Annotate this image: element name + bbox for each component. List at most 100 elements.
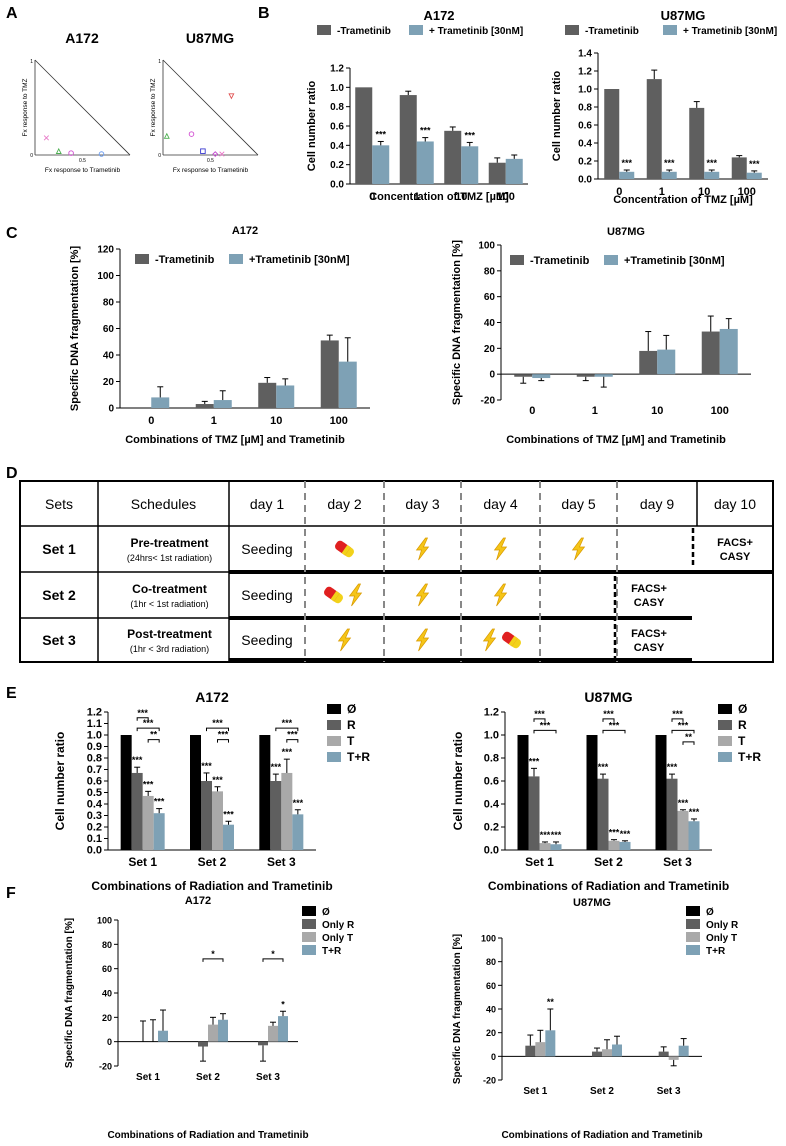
x-axis-label: Combinations of Radiation and Trametinib — [501, 1130, 702, 1141]
legend-label: T — [347, 734, 355, 748]
y-tick-label: 0.6 — [330, 122, 344, 133]
y-tick-label: 0.4 — [330, 141, 344, 152]
set-label: Set 1 — [42, 541, 76, 557]
x-tick-label: 10 — [651, 405, 663, 417]
x-tick-label: 1 — [592, 405, 598, 417]
y-tick-label: 0.6 — [484, 776, 499, 788]
bar-t-r-set-3 — [678, 1045, 689, 1057]
y-axis-label: Specific DNA fragmentation [%] — [452, 934, 463, 1084]
legend-swatch — [135, 254, 149, 264]
bar-trametinib-30nm-100 — [338, 361, 357, 408]
significance-bracket — [136, 727, 160, 732]
bracket-label: *** — [287, 730, 298, 740]
bar-t-r-set-2 — [612, 1044, 622, 1057]
seeding-label: Seeding — [241, 587, 292, 603]
lightning-icon — [348, 583, 363, 607]
y-tick-label: 0.2 — [330, 160, 344, 171]
bracket-label: ** — [685, 732, 693, 742]
bar-trametinib-100 — [731, 157, 747, 179]
panel-letter-e: E — [6, 685, 17, 702]
pill-icon — [502, 631, 521, 649]
significance-bracket — [602, 718, 615, 722]
significance-label: *** — [598, 762, 609, 772]
isobologram-tick-one: 1 — [30, 59, 33, 65]
bar-trametinib-100 — [701, 331, 720, 375]
data-point-marker — [163, 132, 170, 139]
legend-label: Ø — [738, 702, 747, 716]
x-tick-label: 10 — [270, 415, 282, 427]
data-point-marker — [228, 93, 235, 100]
table-header-schedules: Schedules — [131, 496, 196, 512]
bar-trametinib-30nm-0 — [372, 145, 390, 184]
legend-swatch — [302, 906, 316, 916]
bar-t-r-set-1 — [158, 1030, 168, 1042]
significance-label: *** — [293, 798, 304, 808]
significance-label: *** — [749, 159, 760, 169]
significance-label: *** — [464, 130, 475, 140]
schedule-row-set-3: Set 3 Post-treatment (1hr < 3rd radiation)… — [42, 627, 667, 654]
chart-b-u87mg: U87MG 0.0 0.2 0.4 0.6 0.8 1.0 1.2 1.4 Cell number… — [551, 8, 777, 206]
bar-x-set-1 — [517, 735, 529, 850]
significance-bracket — [671, 718, 684, 722]
legend-label: T+R — [347, 750, 370, 764]
panel-a-isobolograms: A172 1 0 0.5 Fx response to Trametinib Fx res… — [22, 30, 259, 174]
significance-bracket — [286, 739, 299, 743]
table-header-day-1: day 1 — [250, 496, 284, 512]
x-axis-label: Combinations of TMZ [µM] and Trametinib — [125, 434, 345, 446]
y-tick-label: 80 — [103, 298, 115, 309]
significance-bracket — [682, 741, 695, 745]
bar-trametinib-30nm-1 — [416, 141, 434, 184]
legend-label: + Trametinib [30nM] — [429, 26, 523, 37]
significance-label: *** — [664, 158, 675, 168]
bar-t-r-set-3 — [278, 1016, 288, 1042]
legend-swatch — [718, 736, 732, 746]
schedule-row-set-2: Set 2 Co-treatment (1hr < 1st radiation) Se… — [42, 582, 667, 609]
bar-t-set-3 — [281, 772, 293, 850]
x-tick-label: 100 — [738, 186, 756, 198]
significance-label: *** — [143, 779, 154, 789]
pill-mid-yellow — [508, 635, 518, 647]
y-tick-label: 0 — [108, 404, 114, 415]
isobologram-title: U87MG — [186, 30, 234, 46]
legend-swatch — [686, 919, 700, 929]
bracket-label: *** — [540, 720, 551, 730]
x-axis-label: Concentration of TMZ [µM] — [613, 194, 753, 206]
y-tick-label: 0.2 — [578, 157, 592, 168]
bar-x-set-1 — [120, 735, 132, 850]
y-tick-label: 0.6 — [578, 121, 592, 132]
legend-swatch — [302, 932, 316, 942]
isobologram-tick-one: 1 — [158, 59, 161, 65]
isobologram-a172: A172 1 0 0.5 Fx response to Trametinib Fx res… — [22, 30, 131, 174]
legend-label: -Trametinib — [530, 255, 590, 267]
bar-r-set-3 — [666, 778, 678, 850]
schedule-row-set-1: Set 1 Pre-treatment (24hrs< 1st radiation)… — [42, 536, 753, 563]
y-tick-label: 1.0 — [330, 83, 344, 94]
bar-only-t-set-3 — [268, 1025, 278, 1042]
bar-trametinib-0 — [514, 374, 533, 377]
bar-trametinib-10 — [258, 382, 277, 408]
y-tick-label: 0.0 — [578, 175, 592, 186]
bar-t-r-set-2 — [223, 824, 234, 850]
y-tick-label: 60 — [102, 964, 112, 974]
legend-swatch — [718, 720, 732, 730]
y-tick-label: 120 — [97, 245, 114, 256]
chart-f-a172: A172 -20 0 20 40 60 80 100 Specific DNA fragment… — [64, 895, 355, 1141]
lightning-icon — [415, 583, 430, 607]
x-tick-label: Set 2 — [590, 1086, 614, 1097]
bar-t-r-set-3 — [688, 821, 700, 850]
chart-title: A172 — [195, 689, 229, 705]
table-header-day-10: day 10 — [714, 496, 756, 512]
panel-letter-a: A — [6, 5, 18, 22]
x-tick-label: 100 — [497, 191, 515, 203]
significance-bracket — [275, 727, 299, 732]
legend-swatch — [327, 752, 341, 762]
y-tick-label: 1.2 — [484, 707, 499, 719]
bracket-label: * — [211, 949, 215, 959]
bar-trametinib-0 — [604, 89, 620, 179]
x-axis-label: Concentration of TMZ [µM] — [369, 191, 509, 203]
x-tick-label: Set 1 — [128, 855, 157, 869]
bar-trametinib-100 — [320, 340, 339, 408]
bar-t-r-set-1 — [545, 1030, 556, 1057]
y-tick-label: 1.2 — [578, 67, 592, 78]
